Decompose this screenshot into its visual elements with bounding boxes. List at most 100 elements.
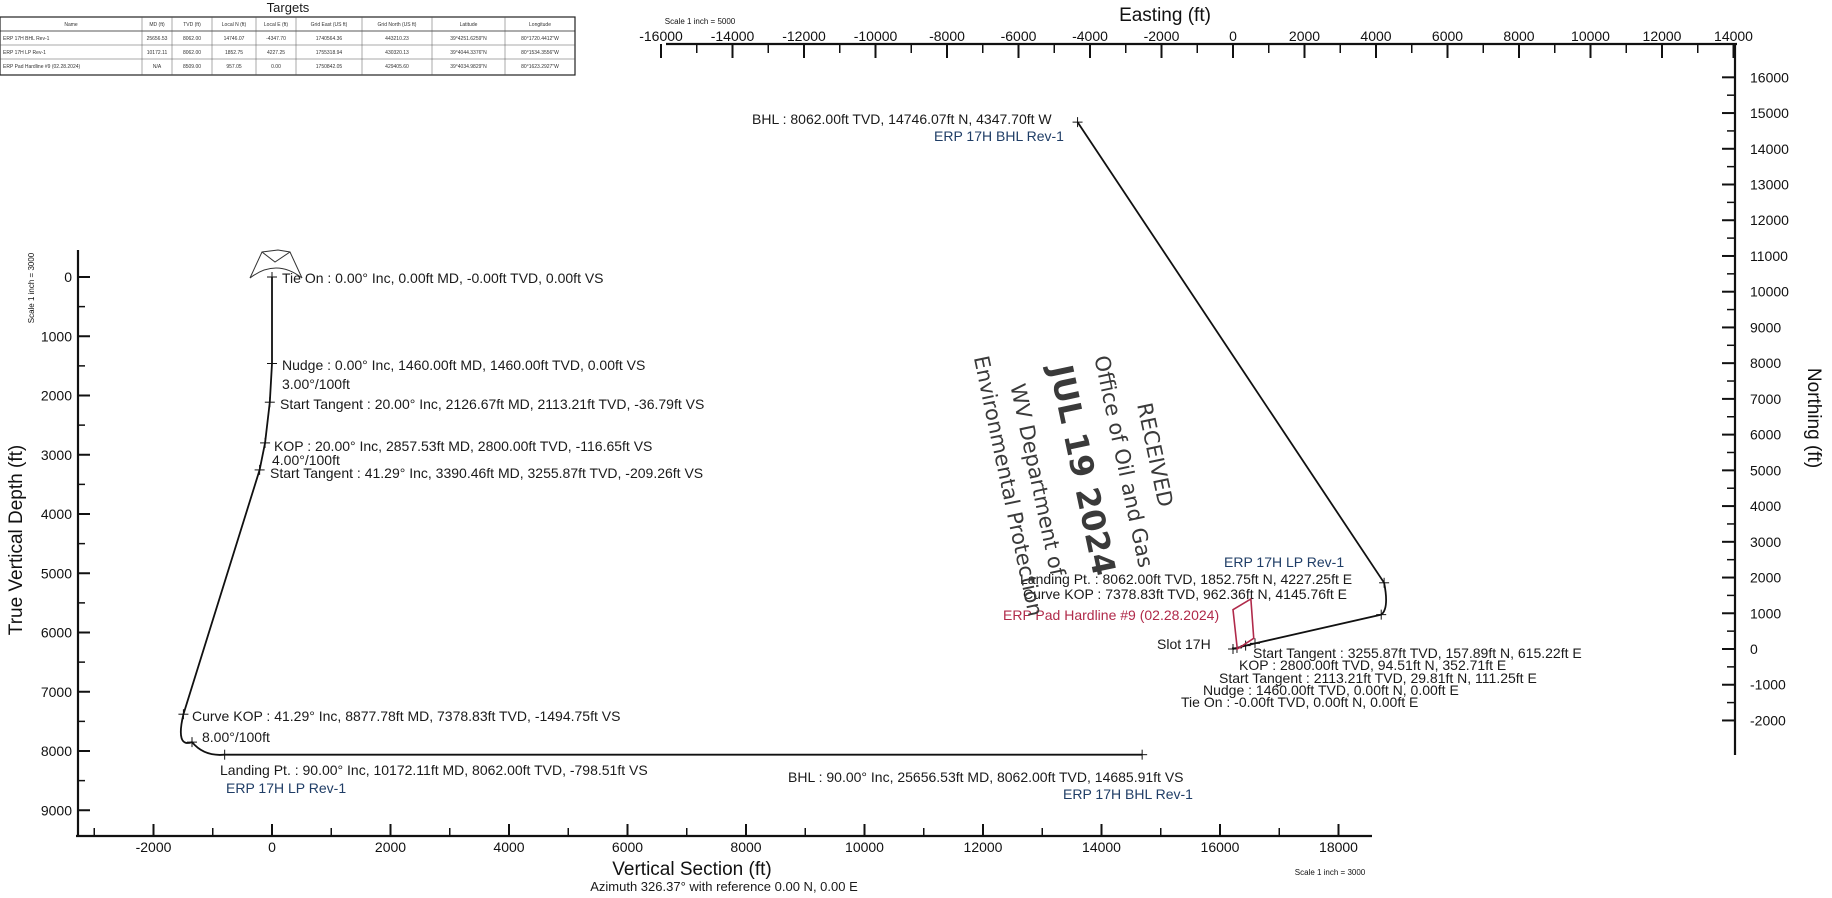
vs-bhl-label: BHL : 90.00° Inc, 25656.53ft MD, 8062.00… bbox=[788, 769, 1184, 785]
table-cell: 8509.00 bbox=[183, 64, 201, 70]
vs-tie-on-label: Tie On : 0.00° Inc, 0.00ft MD, -0.00ft T… bbox=[282, 270, 604, 286]
pv-x-tick-label: 6000 bbox=[1432, 28, 1463, 44]
vs-bottom-scale-note: Scale 1 inch = 3000 bbox=[1295, 868, 1366, 877]
pv-axes: -16000 -14000 -12000 -10000 -8000 -6000 -4000-… bbox=[639, 28, 1789, 755]
pv-y-tick-label: 13000 bbox=[1750, 177, 1789, 193]
pv-kop-label: KOP : 2800.00ft TVD, 94.51ft N, 352.71ft… bbox=[1239, 657, 1506, 673]
pv-x-tick-label: 14000 bbox=[1714, 28, 1753, 44]
pv-y-tick-label: 0 bbox=[1750, 641, 1758, 657]
vs-x-tick-label: 16000 bbox=[1201, 839, 1240, 855]
table-cell: 80°1623.2927"W bbox=[521, 64, 559, 70]
table-cell: 39°4251.6259"N bbox=[450, 36, 487, 42]
vs-y-tick-label: 2000 bbox=[41, 388, 72, 404]
pv-y-tick-label: 3000 bbox=[1750, 534, 1781, 550]
pv-tie-on-label: Tie On : -0.00ft TVD, 0.00ft N, 0.00ft E bbox=[1181, 694, 1418, 710]
pv-lp-target-label: ERP 17H LP Rev-1 bbox=[1224, 554, 1344, 570]
vs-axes: 0 1000 2000 3000 4000 5000 6000 7000 8000 9000 -20… bbox=[41, 250, 1372, 855]
pv-landing-label: Landing Pt. : 8062.00ft TVD, 1852.75ft N… bbox=[1020, 571, 1352, 587]
table-cell: 0.00 bbox=[271, 64, 281, 70]
vs-curve-kop-label: Curve KOP : 41.29° Inc, 8877.78ft MD, 73… bbox=[192, 708, 620, 724]
pv-bhl-label: BHL : 8062.00ft TVD, 14746.07ft N, 4347.… bbox=[752, 111, 1052, 127]
vs-y-tick-label: 9000 bbox=[41, 802, 72, 818]
table-cell: 10172.11 bbox=[147, 50, 168, 56]
pv-start-tangent-2-label: Start Tangent : 3255.87ft TVD, 157.89ft … bbox=[1253, 645, 1582, 661]
vs-bhl-target-label: ERP 17H BHL Rev-1 bbox=[1063, 786, 1193, 802]
pv-x-tick-label: -4000 bbox=[1072, 28, 1108, 44]
pv-y-axis-title: Northing (ft) bbox=[1803, 368, 1824, 468]
pv-start-tangent-1-label: Start Tangent : 2113.21ft TVD, 29.81ft N… bbox=[1219, 670, 1537, 686]
table-header-cell: MD (ft) bbox=[149, 22, 165, 28]
vs-x-tick-label: 2000 bbox=[375, 839, 406, 855]
vs-start-tangent-2-label: Start Tangent : 41.29° Inc, 3390.46ft MD… bbox=[270, 465, 703, 481]
table-cell: 14746.07 bbox=[224, 36, 245, 42]
pv-curve-kop-label: Curve KOP : 7378.83ft TVD, 962.36ft N, 4… bbox=[1023, 586, 1347, 602]
pv-bhl-target-label: ERP 17H BHL Rev-1 bbox=[934, 128, 1064, 144]
vs-x-tick-label: 18000 bbox=[1319, 839, 1358, 855]
pv-x-tick-label: -12000 bbox=[782, 28, 826, 44]
table-cell: 1755318.94 bbox=[316, 50, 343, 56]
pv-x-tick-label: 10000 bbox=[1571, 28, 1610, 44]
table-cell: 8062.00 bbox=[183, 50, 201, 56]
vs-scale-note: Scale 1 inch = 3000 bbox=[27, 252, 36, 323]
table-header-cell: TVD (ft) bbox=[183, 22, 201, 28]
pv-y-tick-label: 10000 bbox=[1750, 284, 1789, 300]
vs-wellpath bbox=[178, 272, 1148, 760]
pv-wellpath-line bbox=[1076, 121, 1388, 650]
pv-y-tick-label: 16000 bbox=[1750, 69, 1789, 85]
table-cell: 429405.60 bbox=[385, 64, 409, 70]
vs-y-tick-label: 8000 bbox=[41, 743, 72, 759]
vs-annotations: Tie On : 0.00° Inc, 0.00ft MD, -0.00ft T… bbox=[192, 270, 1193, 802]
table-header-cell: Name bbox=[64, 22, 78, 28]
vs-lp-target-label: ERP 17H LP Rev-1 bbox=[226, 780, 346, 796]
table-cell: ERP 17H LP Rev-1 bbox=[3, 50, 46, 56]
targets-table-title: Targets bbox=[267, 0, 310, 15]
table-header-cell: Grid North (US ft) bbox=[378, 22, 417, 28]
table-header-cell: Latitude bbox=[460, 22, 478, 28]
table-cell: 1740564.36 bbox=[316, 36, 343, 42]
table-header-cell: Grid East (US ft) bbox=[311, 22, 348, 28]
vs-dls-label-1: 3.00°/100ft bbox=[282, 376, 350, 392]
table-cell: 1852.75 bbox=[225, 50, 243, 56]
pv-y-tick-label: -2000 bbox=[1750, 712, 1786, 728]
vs-y-axis-title: True Vertical Depth (ft) bbox=[6, 445, 27, 635]
pv-y-tick-label: 12000 bbox=[1750, 212, 1789, 228]
vs-nudge-label: Nudge : 0.00° Inc, 1460.00ft MD, 1460.00… bbox=[282, 357, 645, 373]
pv-y-tick-label: 11000 bbox=[1750, 248, 1788, 264]
wellhead-icon bbox=[249, 249, 303, 279]
table-header-cell: Local N (ft) bbox=[222, 22, 247, 28]
vs-azimuth-note: Azimuth 326.37° with reference 0.00 N, 0… bbox=[590, 879, 858, 894]
table-cell: N/A bbox=[153, 64, 162, 70]
table-cell: 430320.13 bbox=[385, 50, 409, 56]
vs-x-tick-label: 0 bbox=[268, 839, 276, 855]
pv-y-tick-label: 7000 bbox=[1750, 391, 1781, 407]
pv-nudge-label: Nudge : 1460.00ft TVD, 0.00ft N, 0.00ft … bbox=[1203, 682, 1459, 698]
pv-scale-note: Scale 1 inch = 5000 bbox=[665, 17, 736, 26]
plan-view-plot: Scale 1 inch = 5000 Easting (ft) Northin… bbox=[639, 5, 1824, 755]
pv-hardline-label: ERP Pad Hardline #9 (02.28.2024) bbox=[1003, 607, 1219, 623]
vs-y-tick-label: 0 bbox=[64, 269, 72, 285]
table-cell: 80°1534.3556"W bbox=[521, 50, 559, 56]
pv-annotations: BHL : 8062.00ft TVD, 14746.07ft N, 4347.… bbox=[752, 111, 1582, 710]
table-cell: -4347.70 bbox=[266, 36, 286, 42]
vs-x-tick-label: 10000 bbox=[845, 839, 884, 855]
table-cell: ERP 17H BHL Rev-1 bbox=[3, 36, 50, 42]
table-cell: 8062.00 bbox=[183, 36, 201, 42]
vs-dls-label-2: 4.00°/100ft bbox=[272, 452, 340, 468]
vertical-section-plot: Scale 1 inch = 3000 True Vertical Depth … bbox=[6, 249, 1372, 894]
pv-x-tick-label: -2000 bbox=[1144, 28, 1180, 44]
targets-table: Targets Name MD (ft) TVD (ft) Local N (ft) L… bbox=[0, 0, 576, 76]
pv-x-tick-label: -10000 bbox=[854, 28, 898, 44]
pv-x-tick-label: 2000 bbox=[1289, 28, 1320, 44]
pv-y-tick-label: 5000 bbox=[1750, 462, 1781, 478]
pv-x-tick-label: -14000 bbox=[711, 28, 755, 44]
pv-y-tick-label: 4000 bbox=[1750, 498, 1781, 514]
vs-wellpath-line bbox=[179, 277, 1143, 756]
vs-kop-label: KOP : 20.00° Inc, 2857.53ft MD, 2800.00f… bbox=[274, 438, 652, 454]
pv-x-tick-label: -16000 bbox=[639, 28, 683, 44]
pv-y-tick-label: 15000 bbox=[1750, 105, 1789, 121]
vs-x-tick-label: 12000 bbox=[964, 839, 1003, 855]
table-cell: 25656.53 bbox=[147, 36, 168, 42]
pv-x-tick-label: 8000 bbox=[1503, 28, 1534, 44]
vs-x-tick-label: 4000 bbox=[493, 839, 524, 855]
